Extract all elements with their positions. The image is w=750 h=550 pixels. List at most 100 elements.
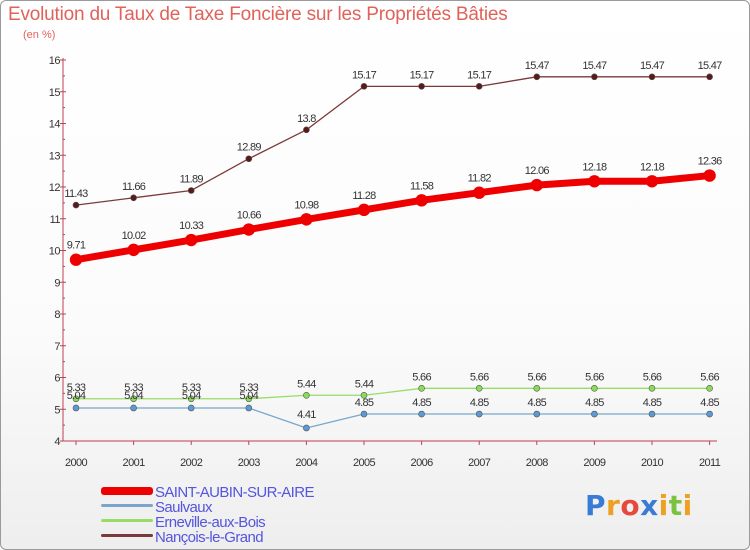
data-point — [591, 73, 598, 81]
data-label: 15.17 — [410, 69, 435, 81]
data-point — [591, 384, 598, 392]
x-tick-label: 2006 — [411, 457, 434, 469]
data-label: 4.85 — [585, 397, 604, 409]
y-tick-label: 7 — [54, 341, 60, 353]
data-label: 4.85 — [470, 397, 489, 409]
data-point — [130, 404, 137, 412]
x-tick-label: 2004 — [295, 457, 318, 469]
data-label: 15.47 — [525, 60, 550, 72]
data-point — [706, 410, 713, 418]
legend-label: Nançois-le-Grand — [155, 529, 264, 546]
data-point — [187, 187, 195, 194]
data-label: 5.04 — [239, 390, 258, 402]
data-point — [703, 169, 716, 182]
x-tick-label: 2009 — [583, 457, 606, 469]
data-point — [357, 203, 371, 217]
logo-letter: r — [606, 489, 621, 522]
data-label: 12.06 — [525, 165, 550, 177]
x-tick-label: 2007 — [468, 457, 491, 469]
x-tick-label: 2001 — [123, 457, 146, 469]
data-point — [245, 404, 253, 412]
legend-label: SAINT-AUBIN-SUR-AIRE — [155, 484, 314, 501]
data-point — [475, 384, 483, 392]
data-point — [588, 175, 601, 188]
data-label: 12.89 — [237, 142, 262, 154]
y-tick-label: 8 — [54, 309, 60, 321]
data-point — [72, 201, 80, 209]
data-label: 5.33 — [182, 382, 201, 394]
x-tick-label: 2008 — [526, 457, 549, 469]
logo-letter: i — [658, 489, 669, 522]
data-point — [360, 410, 368, 418]
data-label: 5.04 — [124, 390, 143, 402]
legend-swatch — [101, 519, 153, 522]
x-tick-label: 2003 — [238, 457, 261, 469]
data-point — [418, 83, 425, 90]
data-label: 5.66 — [585, 371, 604, 383]
data-point — [418, 410, 425, 418]
legend-label: Erneville-aux-Bois — [155, 514, 266, 531]
chart-title: Evolution du Taux de Taxe Foncière sur l… — [8, 4, 508, 25]
data-point — [591, 410, 598, 418]
data-label: 4.85 — [355, 397, 374, 409]
data-point — [360, 391, 368, 399]
logo-letter: t — [668, 489, 683, 522]
data-point — [185, 233, 198, 247]
data-point — [130, 194, 137, 202]
data-label: 5.66 — [527, 371, 546, 383]
y-tick-label: 14 — [49, 119, 61, 131]
x-tick-label: 2010 — [641, 457, 664, 469]
series-line — [75, 407, 711, 429]
data-point — [418, 384, 425, 392]
data-point — [245, 155, 253, 163]
data-label: 5.66 — [643, 371, 662, 383]
data-point — [72, 404, 80, 412]
data-label: 5.66 — [412, 371, 431, 383]
data-point — [648, 73, 656, 81]
data-label: 4.41 — [297, 409, 316, 421]
data-point — [130, 395, 137, 403]
logo-letter: i — [682, 489, 693, 522]
series-line — [72, 172, 714, 264]
data-point — [303, 126, 310, 134]
data-point — [415, 194, 428, 207]
legend-label: Saulvaux — [155, 499, 213, 516]
data-point — [533, 410, 541, 418]
logo-letter: P — [585, 489, 607, 522]
data-label: 4.85 — [527, 397, 546, 409]
data-point — [533, 384, 541, 392]
data-point — [648, 410, 656, 418]
legend-swatch — [101, 487, 153, 495]
data-point — [645, 175, 659, 188]
data-label: 5.44 — [297, 378, 316, 390]
data-point — [303, 391, 310, 399]
y-tick-label: 9 — [54, 277, 60, 289]
data-label: 5.33 — [124, 382, 143, 394]
data-point — [300, 213, 313, 226]
data-label: 5.33 — [67, 382, 86, 394]
series-line — [75, 387, 711, 400]
data-label: 5.66 — [470, 371, 489, 383]
data-label: 11.43 — [64, 188, 88, 200]
data-label: 4.85 — [412, 397, 431, 409]
data-label: 4.85 — [700, 397, 719, 409]
data-point — [245, 395, 253, 403]
legend-swatch — [101, 534, 153, 537]
data-label: 4.85 — [643, 397, 662, 409]
data-label: 12.36 — [698, 156, 723, 168]
data-label: 10.02 — [122, 230, 147, 242]
y-tick-label: 16 — [49, 55, 61, 67]
y-tick-label: 13 — [49, 150, 61, 162]
data-label: 9.71 — [67, 240, 86, 252]
data-point — [303, 424, 310, 432]
legend-swatch — [101, 504, 153, 507]
data-point — [530, 178, 543, 192]
data-point — [127, 243, 140, 257]
x-tick-label: 2011 — [699, 457, 721, 469]
data-point — [69, 253, 83, 266]
data-label: 11.82 — [468, 173, 492, 185]
chart-unit-label: (en %) — [23, 29, 56, 41]
data-label: 11.28 — [352, 190, 376, 202]
logo-letter: x — [640, 489, 659, 522]
